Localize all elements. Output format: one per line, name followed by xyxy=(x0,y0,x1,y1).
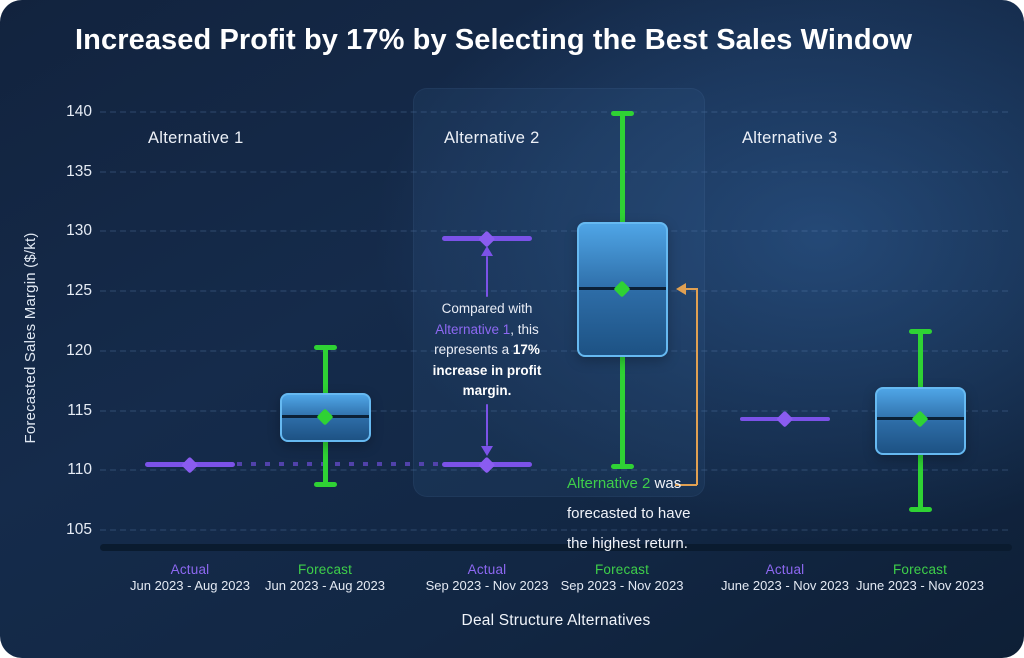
x-col-label-3-actual: Actual xyxy=(765,562,805,577)
gridline xyxy=(100,409,1008,412)
x-col-period-1-forecast: Jun 2023 - Aug 2023 xyxy=(265,578,385,593)
gridline xyxy=(100,111,1008,113)
alternative-3-actual-marker-diamond xyxy=(776,410,794,428)
gridline xyxy=(100,170,1008,173)
alternative-3-forecast-whisker-cap-high xyxy=(908,329,932,335)
x-col-label-1-forecast: Forecast xyxy=(297,562,353,577)
y-tick-label: 115 xyxy=(67,401,92,419)
increase-arrow-down-line xyxy=(485,404,489,446)
increase-arrow-up-icon xyxy=(481,246,493,256)
x-col-label-2-forecast: Forecast xyxy=(594,562,650,577)
highest-return-line-top xyxy=(686,287,697,290)
y-tick-label: 125 xyxy=(66,282,92,300)
highest-return-line-vertical xyxy=(695,287,698,485)
actual-connector-dotted xyxy=(237,462,443,467)
y-tick-label: 130 xyxy=(66,222,92,240)
y-tick-label: 135 xyxy=(66,162,92,180)
y-axis-label: Forecasted Sales Margin ($/kt) xyxy=(22,232,39,444)
x-col-period-3-forecast: June 2023 - Nov 2023 xyxy=(856,578,984,593)
chart-title: Increased Profit by 17% by Selecting the… xyxy=(75,24,913,56)
y-tick-label: 110 xyxy=(67,461,92,479)
y-tick-label: 140 xyxy=(66,103,92,120)
x-col-label-1-actual: Actual xyxy=(170,562,210,577)
alternative-2-forecast-whisker-cap-low xyxy=(610,464,634,470)
x-col-label-2-actual: Actual xyxy=(467,562,507,577)
alternative-2-forecast-whisker-cap-high xyxy=(610,110,634,116)
x-col-period-2-forecast: Sep 2023 - Nov 2023 xyxy=(560,578,684,593)
x-col-period-3-actual: June 2023 - Nov 2023 xyxy=(721,578,849,593)
annotation-highest-return-text: Alternative 2 was forecasted to have the h… xyxy=(567,475,691,552)
alternative-1-forecast-whisker-cap-low xyxy=(313,482,337,488)
y-tick-label: 120 xyxy=(66,341,92,359)
x-axis-label: Deal Structure Alternatives xyxy=(461,612,651,629)
x-col-label-3-forecast: Forecast xyxy=(892,562,948,577)
x-axis-line xyxy=(100,544,1012,551)
y-tick-label: 105 xyxy=(66,521,92,538)
group-label-3: Alternative 3 xyxy=(742,129,838,147)
x-col-period-1-actual: Jun 2023 - Aug 2023 xyxy=(130,578,250,593)
highest-return-line-bottom xyxy=(675,483,697,486)
alternative-3-forecast-whisker-cap-low xyxy=(908,507,932,513)
annotation-increase-text: Compared with Alternative 1, this represen… xyxy=(432,301,542,398)
gridline xyxy=(100,469,1008,472)
gridline xyxy=(100,290,1008,293)
gridline xyxy=(100,230,1008,233)
gridline xyxy=(100,349,1008,352)
gridline xyxy=(100,529,1008,531)
x-col-period-2-actual: Sep 2023 - Nov 2023 xyxy=(425,578,549,593)
group-label-1: Alternative 1 xyxy=(148,129,244,147)
group-label-2: Alternative 2 xyxy=(444,129,540,147)
alternative-1-forecast-whisker-cap-high xyxy=(313,344,337,350)
increase-arrow-up-line xyxy=(485,256,489,297)
increase-arrow-down-icon xyxy=(481,446,493,456)
highest-return-arrow-icon xyxy=(676,282,686,295)
